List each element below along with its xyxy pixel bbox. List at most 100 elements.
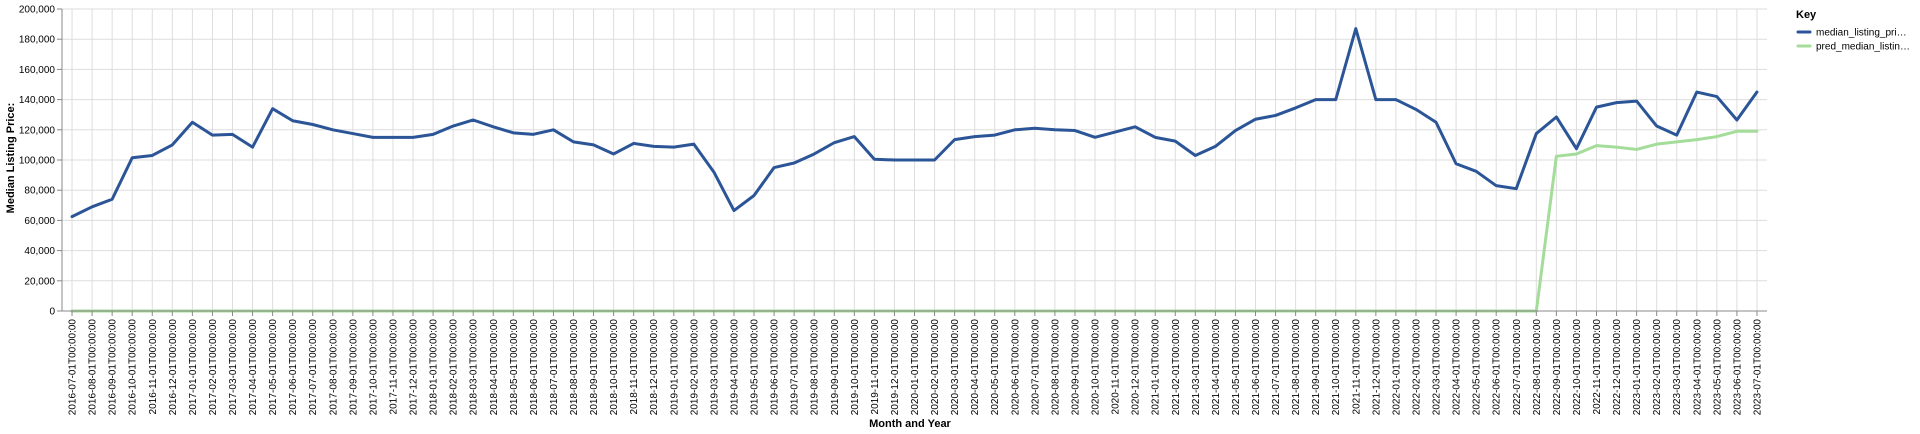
axes: 0 20,000 40,000 60,000 80,000 100,000 120,000 1… [19, 5, 1767, 416]
x-tick-label: 2022-12-01T00:00:00 [1612, 319, 1623, 416]
x-tick-label: 2018-01-01T00:00:00 [429, 319, 440, 416]
x-tick-label: 2023-03-01T00:00:00 [1672, 319, 1683, 416]
y-tick-label: 140,000 [19, 95, 56, 106]
x-tick-label: 2017-09-01T00:00:00 [348, 319, 359, 416]
x-tick-label: 2023-02-01T00:00:00 [1652, 319, 1663, 416]
legend: Key median_listing_pri… pred_median_listi… [1796, 9, 1910, 53]
x-tick-label: 2018-02-01T00:00:00 [449, 319, 460, 416]
y-tick-label: 100,000 [19, 156, 56, 167]
x-tick-label: 2018-11-01T00:00:00 [629, 319, 640, 415]
x-tick-label: 2019-02-01T00:00:00 [689, 319, 700, 416]
x-tick-label: 2019-10-01T00:00:00 [850, 319, 861, 416]
x-tick-label: 2023-06-01T00:00:00 [1732, 319, 1743, 416]
x-tick-label: 2020-08-01T00:00:00 [1050, 319, 1061, 416]
x-tick-label: 2019-11-01T00:00:00 [870, 319, 881, 415]
grid-lines [62, 8, 1767, 312]
x-tick-label: 2017-04-01T00:00:00 [248, 319, 259, 416]
x-tick-label: 2018-12-01T00:00:00 [649, 319, 660, 416]
x-tick-label: 2017-12-01T00:00:00 [409, 319, 420, 416]
x-tick-label: 2020-05-01T00:00:00 [990, 319, 1001, 416]
x-tick-label: 2020-06-01T00:00:00 [1010, 319, 1021, 416]
x-tick-label: 2022-11-01T00:00:00 [1592, 319, 1603, 415]
y-tick-label: 180,000 [19, 35, 56, 46]
series-line [70, 27, 1759, 219]
x-tick-label: 2019-08-01T00:00:00 [810, 319, 821, 416]
x-tick-label: 2020-04-01T00:00:00 [970, 319, 981, 416]
x-tick-label: 2016-08-01T00:00:00 [88, 319, 99, 416]
x-tick-label: 2017-11-01T00:00:00 [388, 319, 399, 415]
x-tick-label: 2019-06-01T00:00:00 [770, 319, 781, 416]
x-tick-label: 2022-03-01T00:00:00 [1432, 319, 1443, 416]
y-tick-label: 40,000 [24, 246, 55, 257]
x-tick-label: 2021-04-01T00:00:00 [1211, 319, 1222, 416]
x-axis-title: Month and Year [869, 418, 951, 430]
x-tick-label: 2017-02-01T00:00:00 [208, 319, 219, 416]
legend-title: Key [1796, 9, 1817, 21]
x-tick-label: 2016-11-01T00:00:00 [148, 319, 159, 415]
x-tick-label: 2022-08-01T00:00:00 [1532, 319, 1543, 416]
x-tick-label: 2020-03-01T00:00:00 [950, 319, 961, 416]
x-tick-label: 2023-05-01T00:00:00 [1712, 319, 1723, 416]
x-tick-label: 2020-11-01T00:00:00 [1111, 319, 1122, 415]
x-tick-label: 2019-04-01T00:00:00 [729, 319, 740, 416]
x-tick-label: 2018-04-01T00:00:00 [489, 319, 500, 416]
x-tick-label: 2021-12-01T00:00:00 [1371, 319, 1382, 416]
x-tick-label: 2020-12-01T00:00:00 [1131, 319, 1142, 416]
x-tick-label: 2019-12-01T00:00:00 [890, 319, 901, 416]
x-tick-label: 2021-11-01T00:00:00 [1351, 319, 1362, 415]
y-tick-label: 60,000 [24, 216, 55, 227]
y-tick-label: 20,000 [24, 276, 55, 287]
x-tick-label: 2018-09-01T00:00:00 [589, 319, 600, 416]
x-tick-label: 2017-10-01T00:00:00 [368, 319, 379, 416]
x-tick-label: 2022-05-01T00:00:00 [1472, 319, 1483, 416]
x-tick-label: 2019-05-01T00:00:00 [750, 319, 761, 416]
x-tick-label: 2019-01-01T00:00:00 [669, 319, 680, 416]
x-tick-label: 2016-07-01T00:00:00 [68, 319, 79, 416]
x-tick-label: 2021-07-01T00:00:00 [1271, 319, 1282, 416]
x-tick-label: 2019-03-01T00:00:00 [709, 319, 720, 416]
x-tick-label: 2018-10-01T00:00:00 [609, 319, 620, 416]
x-tick-label: 2022-06-01T00:00:00 [1492, 319, 1503, 416]
x-tick-label: 2020-01-01T00:00:00 [910, 319, 921, 416]
x-tick-label: 2017-05-01T00:00:00 [268, 319, 279, 416]
x-tick-label: 2023-01-01T00:00:00 [1632, 319, 1643, 416]
x-tick-label: 2018-07-01T00:00:00 [549, 319, 560, 416]
x-tick-label: 2023-07-01T00:00:00 [1752, 319, 1763, 416]
legend-label: pred_median_listin… [1816, 42, 1910, 53]
y-tick-label: 0 [49, 307, 55, 318]
x-tick-label: 2016-12-01T00:00:00 [168, 319, 179, 416]
x-tick-label: 2022-09-01T00:00:00 [1552, 319, 1563, 416]
x-tick-label: 2022-01-01T00:00:00 [1391, 319, 1402, 416]
y-tick-label: 160,000 [19, 65, 56, 76]
x-tick-label: 2016-09-01T00:00:00 [108, 319, 119, 416]
legend-item: median_listing_pri… [1796, 28, 1907, 39]
x-tick-label: 2018-05-01T00:00:00 [509, 319, 520, 416]
x-tick-label: 2017-01-01T00:00:00 [188, 319, 199, 416]
x-tick-label: 2023-04-01T00:00:00 [1692, 319, 1703, 416]
x-tick-label: 2020-10-01T00:00:00 [1091, 319, 1102, 416]
y-axis-title: Median Listing Price: [5, 103, 17, 214]
x-tick-label: 2022-02-01T00:00:00 [1411, 319, 1422, 416]
y-tick-label: 80,000 [24, 186, 55, 197]
x-tick-label: 2022-07-01T00:00:00 [1512, 319, 1523, 416]
x-tick-label: 2021-06-01T00:00:00 [1251, 319, 1262, 416]
x-tick-label: 2016-10-01T00:00:00 [128, 319, 139, 416]
x-tick-label: 2021-09-01T00:00:00 [1311, 319, 1322, 416]
x-tick-label: 2021-03-01T00:00:00 [1191, 319, 1202, 416]
x-tick-label: 2022-10-01T00:00:00 [1572, 319, 1583, 416]
x-tick-label: 2020-02-01T00:00:00 [930, 319, 941, 416]
legend-item: pred_median_listin… [1796, 42, 1910, 53]
x-tick-label: 2018-03-01T00:00:00 [469, 319, 480, 416]
x-tick-label: 2017-08-01T00:00:00 [328, 319, 339, 416]
x-tick-label: 2019-07-01T00:00:00 [790, 319, 801, 416]
x-tick-label: 2021-01-01T00:00:00 [1151, 319, 1162, 416]
x-tick-label: 2017-07-01T00:00:00 [308, 319, 319, 416]
x-tick-label: 2022-04-01T00:00:00 [1452, 319, 1463, 416]
x-tick-label: 2019-09-01T00:00:00 [830, 319, 841, 416]
x-tick-label: 2018-08-01T00:00:00 [569, 319, 580, 416]
x-tick-label: 2021-10-01T00:00:00 [1331, 319, 1342, 416]
x-tick-label: 2018-06-01T00:00:00 [529, 319, 540, 416]
x-tick-label: 2017-03-01T00:00:00 [228, 319, 239, 416]
y-tick-label: 200,000 [19, 5, 56, 16]
